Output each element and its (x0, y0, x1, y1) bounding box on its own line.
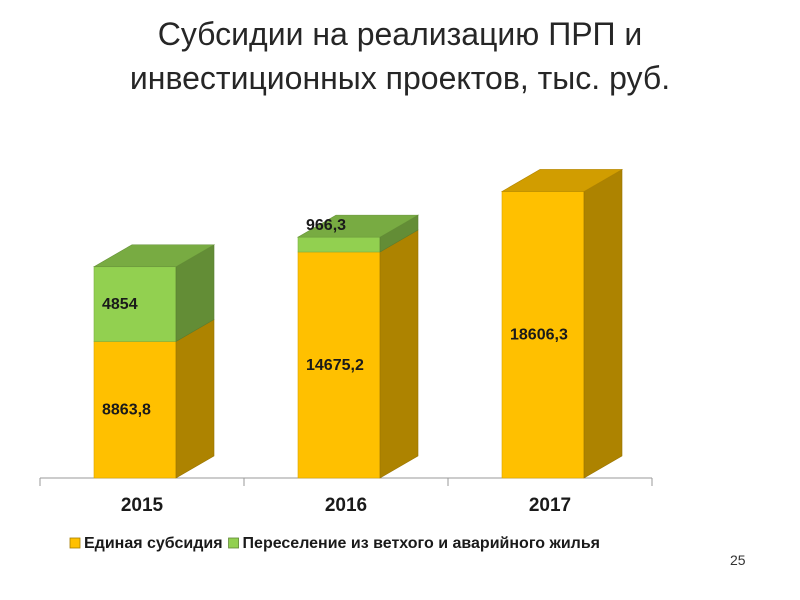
bar-front (297, 236, 381, 253)
data-label: 14675,2 (306, 357, 364, 374)
bar-top (296, 214, 420, 238)
data-label: 966,3 (306, 217, 346, 234)
category-label: 2015 (121, 495, 164, 516)
page-number: 25 (730, 552, 746, 568)
bar-front (93, 266, 177, 342)
legend-swatch (69, 537, 81, 549)
bar-side (175, 318, 215, 479)
bar-front (93, 341, 177, 479)
data-label: 8863,8 (102, 402, 151, 419)
category-label: 2016 (325, 495, 367, 516)
data-label: 18606,3 (510, 327, 568, 344)
bar-side (379, 229, 419, 479)
bar-top (92, 244, 216, 268)
bar-side (583, 168, 623, 479)
legend-entry: Переселение из ветхого и аварийного жиль… (243, 535, 600, 552)
chart-title: Субсидии на реализацию ПРП и инвестицион… (129, 16, 671, 96)
category-label: 2017 (529, 495, 571, 516)
legend-swatch (228, 537, 239, 549)
data-label: 4854 (102, 296, 138, 313)
legend-entry: Единая субсидия (84, 535, 223, 552)
bar-top (500, 169, 624, 192)
